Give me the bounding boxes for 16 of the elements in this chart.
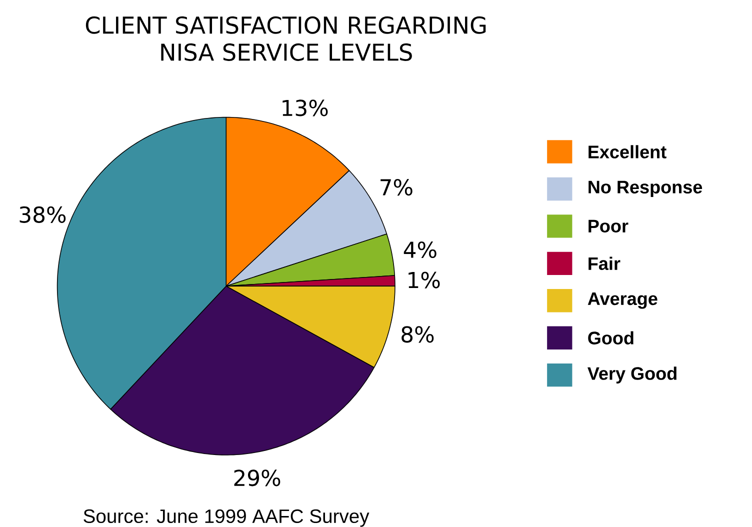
data-label: 38%	[20, 206, 66, 224]
legend-label: Very Good	[588, 366, 676, 384]
chart-title: CLIENT SATISFACTION REGARDING NISA SERVICE LEVELS	[86, 16, 486, 62]
source-note: Source: June 1999 AAFC Survey	[84, 509, 370, 527]
data-label: 29%	[234, 470, 280, 486]
data-label: 1%	[408, 272, 440, 288]
legend-label: Poor	[588, 220, 628, 233]
legend-label: Excellent	[588, 145, 666, 158]
legend-label: Good	[588, 331, 634, 345]
data-label: 8%	[402, 326, 434, 343]
legend-label: Average	[588, 292, 658, 309]
data-label: 4%	[404, 242, 436, 258]
data-label: 7%	[380, 179, 412, 196]
legend-label: Fair	[588, 256, 620, 270]
data-label: 13%	[282, 100, 328, 116]
legend-label: No Response	[588, 180, 702, 198]
